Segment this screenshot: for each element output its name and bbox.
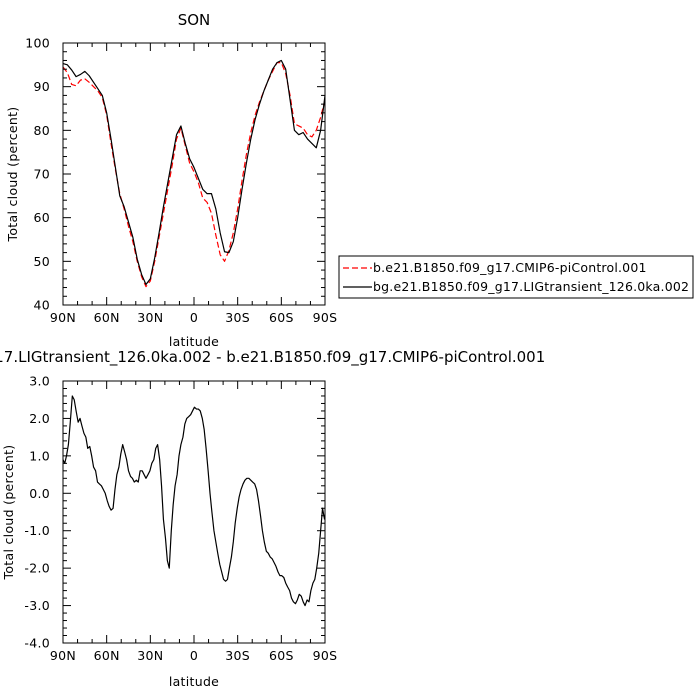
bottom-plot-frame	[62, 380, 326, 644]
bottom-y-tick-label: -1.0	[24, 523, 50, 538]
top-plot-frame	[62, 42, 326, 306]
top-series-line-1	[62, 59, 326, 286]
top-x-tick-label: 60N	[94, 310, 120, 325]
bottom-x-tick-label: 90N	[50, 648, 76, 663]
bottom-y-axis-label: Total cloud (percent)	[1, 445, 16, 581]
bottom-x-tick-label: 30S	[225, 648, 250, 663]
top-axis-ticks: 90N 60N 30N 0 30S 60S 90S 40 50 60 70 80 90 100	[25, 36, 337, 326]
bottom-x-tick-label: 60N	[94, 648, 120, 663]
top-y-tick-label: 50	[33, 254, 50, 269]
bottom-y-tick-label: 3.0	[29, 374, 50, 389]
top-chart-panel: SON 90N 60N 30N 0 30S 60S 90S 40 50 60 70 80 90 100 l…	[5, 11, 694, 349]
bottom-axis-ticks: 90N 60N 30N 0 30S 60S 90S -4.0 -3.0 -2.0 -1.0 0.0 1.…	[24, 374, 337, 664]
top-y-tick-label: 80	[33, 123, 50, 138]
top-x-tick-label: 60S	[269, 310, 294, 325]
bottom-y-tick-label: -4.0	[24, 636, 50, 651]
top-y-tick-label: 90	[33, 79, 50, 94]
legend-box	[338, 255, 694, 299]
top-y-tick-label: 60	[33, 210, 50, 225]
top-x-tick-label: 90N	[50, 310, 76, 325]
bottom-series-layer	[62, 395, 326, 607]
bottom-y-tick-label: -2.0	[24, 561, 50, 576]
bottom-x-tick-label: 60S	[269, 648, 294, 663]
top-x-tick-label: 30S	[225, 310, 250, 325]
top-series-layer	[62, 59, 326, 288]
bottom-x-axis-label: latitude	[169, 674, 219, 689]
bottom-y-tick-label: 2.0	[29, 411, 50, 426]
bottom-y-tick-label: 1.0	[29, 448, 50, 463]
top-y-tick-label: 40	[33, 298, 50, 313]
top-x-tick-label: 0	[190, 310, 198, 325]
bottom-chart-title: bg.e21.B1850.f09_g17.LIGtransient_126.0k…	[0, 348, 545, 367]
top-x-tick-label: 30N	[137, 310, 163, 325]
top-legend: b.e21.B1850.f09_g17.CMIP6-piControl.001 …	[338, 255, 694, 299]
bottom-chart-panel: bg.e21.B1850.f09_g17.LIGtransient_126.0k…	[0, 348, 545, 689]
top-y-axis-label: Total cloud (percent)	[5, 107, 20, 243]
top-chart-title: SON	[178, 11, 211, 29]
legend-label-lig: bg.e21.B1850.f09_g17.LIGtransient_126.0k…	[373, 279, 689, 294]
top-x-tick-label: 90S	[313, 310, 338, 325]
top-y-tick-label: 70	[33, 167, 50, 182]
bottom-y-tick-label: 0.0	[29, 486, 50, 501]
legend-label-control: b.e21.B1850.f09_g17.CMIP6-piControl.001	[373, 260, 647, 275]
top-y-tick-label: 100	[25, 36, 50, 51]
bottom-x-tick-label: 30N	[137, 648, 163, 663]
bottom-series-line-0	[62, 395, 326, 607]
bottom-y-tick-label: -3.0	[24, 598, 50, 613]
bottom-x-tick-label: 90S	[313, 648, 338, 663]
top-x-axis-label: latitude	[169, 334, 219, 349]
bottom-x-tick-label: 0	[190, 648, 198, 663]
